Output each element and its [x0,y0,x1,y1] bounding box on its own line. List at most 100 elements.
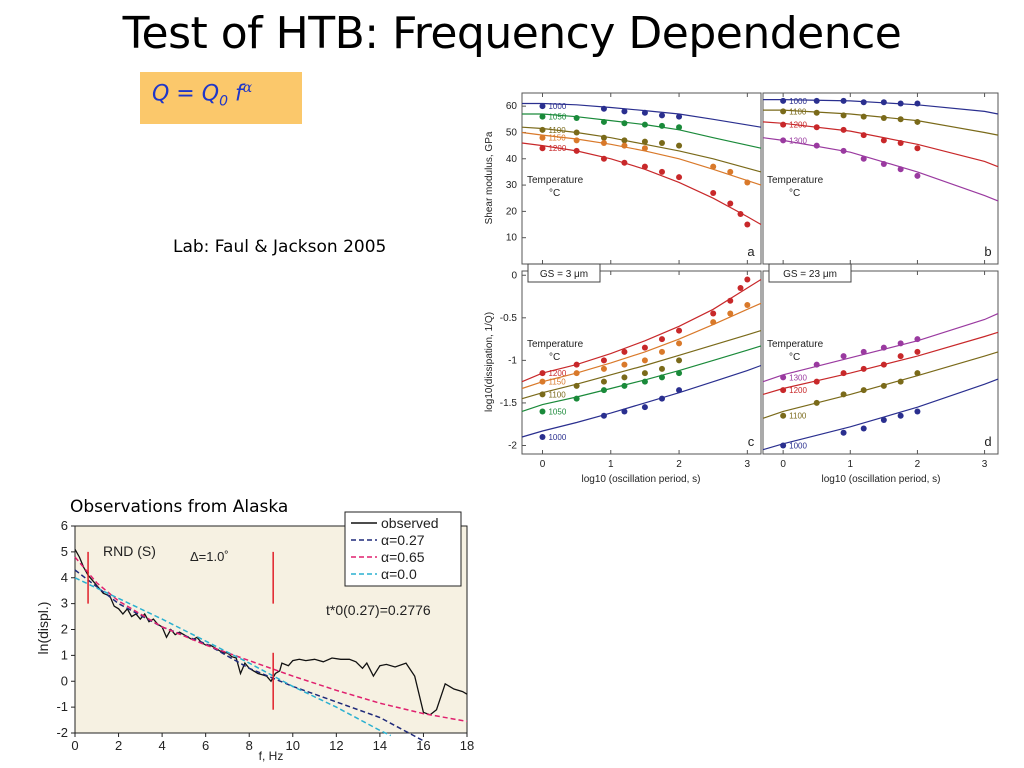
panel-frame [762,270,999,455]
x-axis-title: f, Hz [259,749,284,763]
fit-curve-1150 [521,302,762,390]
data-point-1050 [621,120,628,127]
x-axis-title: log10 (oscillation period, s) [822,474,941,485]
data-point-1200 [744,276,751,283]
y-tick-label: 0 [511,270,517,281]
data-point-1050 [658,122,665,129]
fit-curve-1000 [521,364,762,438]
data-point-1000 [600,412,607,419]
data-point-1100 [573,129,580,136]
data-point-1000 [780,97,787,104]
data-point-1100 [860,387,867,394]
data-point-1200 [710,310,717,317]
data-point-1100 [641,370,648,377]
fit-curve-1200 [521,278,762,383]
y-tick-label: 40 [506,154,518,165]
data-point-1100 [840,112,847,119]
data-point-1300 [897,340,904,347]
series-label-1000: 1000 [548,433,566,442]
data-point-1050 [676,370,683,377]
data-point-1300 [840,353,847,360]
data-point-1050 [539,408,546,415]
y-tick-label: -1 [56,699,68,714]
fit-curve-1150 [521,131,762,186]
data-point-1200 [573,147,580,154]
x-tick-label: 16 [416,738,430,753]
data-point-1000 [914,408,921,415]
panel-frame [521,92,762,265]
data-point-1200 [658,168,665,175]
series-label-1000: 1000 [789,441,807,450]
data-point-1000 [539,103,546,110]
data-point-1000 [676,113,683,120]
data-point-1150 [658,348,665,355]
x-tick-label: 3 [745,459,751,470]
data-point-1200 [600,155,607,162]
data-point-1200 [813,378,820,385]
data-point-1200 [676,174,683,181]
y-tick-label: -1.5 [500,398,518,409]
y-tick-label: -0.5 [500,313,518,324]
y-axis-title: Shear modulus, GPa [484,131,495,224]
legend-label: α=0.27 [381,532,425,548]
data-point-1200 [641,344,648,351]
data-point-1150 [573,370,580,377]
data-point-1000 [860,425,867,432]
panel-frame [762,92,999,265]
x-axis-title: log10 (oscillation period, s) [582,474,701,485]
x-tick-label: 14 [373,738,387,753]
series-label-1000: 1000 [789,97,807,106]
data-point-1200 [840,126,847,133]
fit-curve-1100 [521,330,762,400]
data-point-1300 [780,374,787,381]
y-tick-label: 0 [61,673,68,688]
data-point-1050 [573,114,580,121]
data-point-1000 [840,429,847,436]
data-point-1100 [600,134,607,141]
data-point-1300 [813,142,820,149]
data-point-1150 [600,139,607,146]
y-axis-title: ln(displ.) [35,602,51,655]
data-point-1150 [641,145,648,152]
data-point-1150 [539,378,546,385]
grain-size-label: GS = 23 μm [783,269,837,280]
data-point-1000 [641,109,648,116]
x-tick-label: 2 [915,459,921,470]
x-tick-label: 2 [676,459,682,470]
temperature-label: Temperature [767,175,824,186]
series-label-1100: 1100 [789,107,807,116]
series-line-α=0.0 [74,577,392,737]
data-point-1300 [813,361,820,368]
temperature-label: Temperature [527,339,584,350]
formula-f: f [227,81,243,107]
data-point-1000 [658,395,665,402]
data-point-1050 [600,118,607,125]
data-point-1000 [600,105,607,112]
data-point-1100 [539,126,546,133]
lab-caption: Lab: Faul & Jackson 2005 [173,237,387,257]
data-point-1000 [897,100,904,107]
data-point-1100 [914,118,921,125]
data-point-1100 [621,374,628,381]
temperature-label: °C [549,188,560,199]
y-tick-label: 3 [61,596,68,611]
data-point-1200 [840,370,847,377]
series-label-1200: 1200 [789,386,807,395]
data-point-1050 [573,395,580,402]
series-label-1300: 1300 [789,373,807,382]
x-tick-label: 1 [608,459,614,470]
data-point-1150 [573,137,580,144]
y-tick-label: -2 [508,440,517,451]
epicentral-distance-label: Δ=1.0˚ [190,549,229,564]
data-point-1100 [914,370,921,377]
legend-label: α=0.0 [381,566,417,582]
data-point-1200 [780,387,787,394]
data-point-1000 [914,100,921,107]
data-point-1000 [780,442,787,449]
legend-label: observed [381,515,439,531]
data-point-1100 [840,391,847,398]
series-label-1200: 1200 [789,121,807,130]
series-label-1300: 1300 [789,136,807,145]
